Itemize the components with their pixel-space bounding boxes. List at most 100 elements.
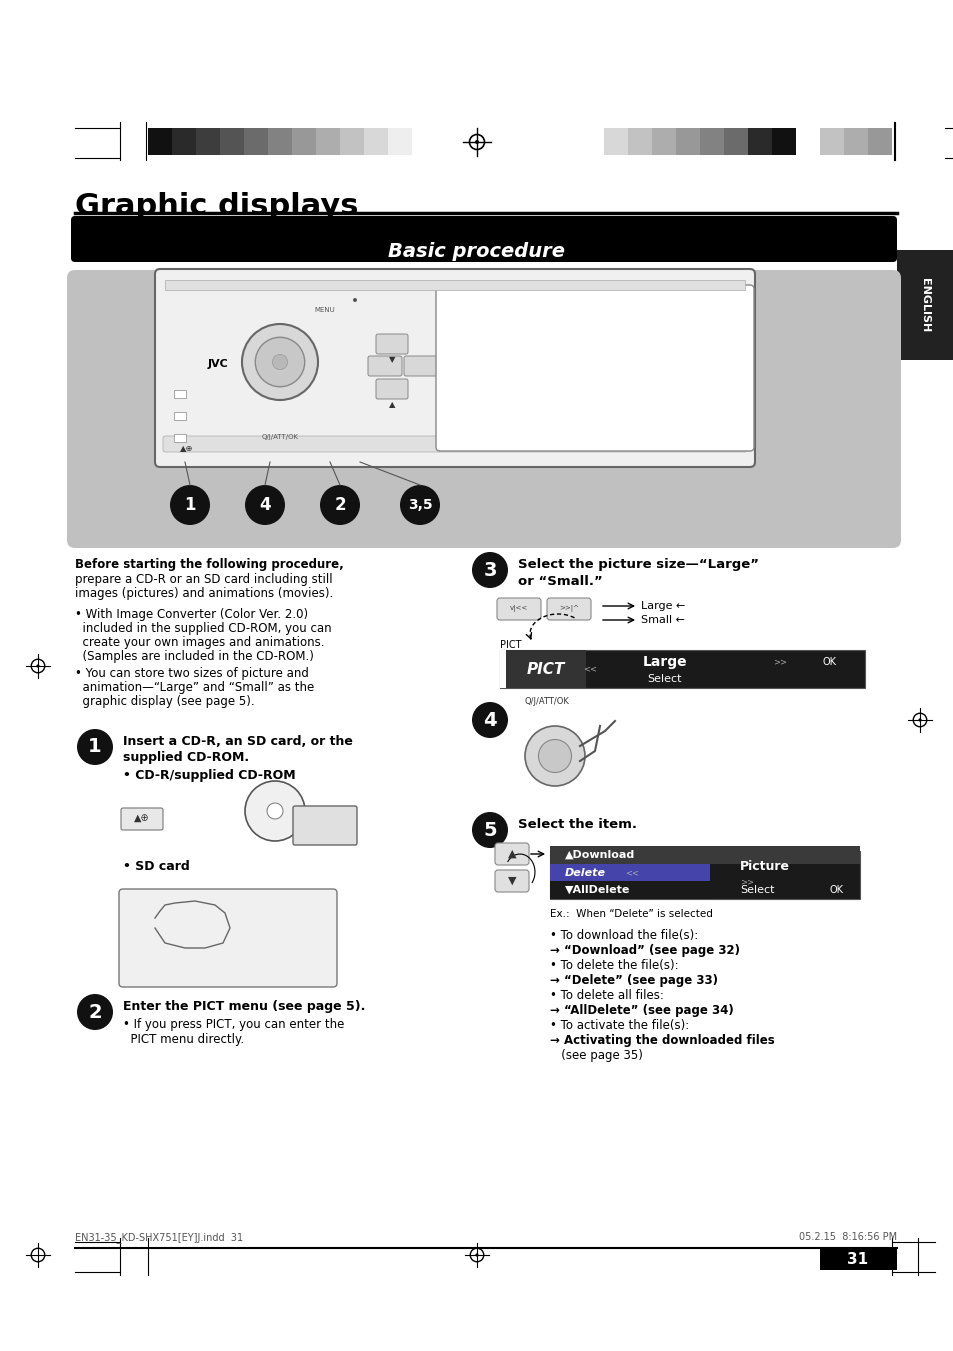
Text: <<: << (582, 665, 597, 674)
FancyBboxPatch shape (154, 269, 754, 467)
FancyBboxPatch shape (495, 843, 529, 865)
Text: EN31-35_KD-SHX751[EY]J.indd  31: EN31-35_KD-SHX751[EY]J.indd 31 (75, 1232, 243, 1243)
Bar (820, 128, 843, 155)
Text: Enter the PICT menu (see page 5).: Enter the PICT menu (see page 5). (123, 1000, 365, 1013)
Bar (173, 434, 186, 442)
FancyBboxPatch shape (375, 380, 408, 399)
Bar (499, 650, 505, 688)
Bar (195, 128, 220, 155)
Text: 31: 31 (846, 1251, 867, 1266)
Text: (see page 35): (see page 35) (550, 1048, 642, 1062)
Text: ▲⊕: ▲⊕ (134, 815, 150, 824)
Bar (220, 128, 244, 155)
Text: ▼: ▼ (507, 875, 516, 886)
Text: Q/J/ATT/OK: Q/J/ATT/OK (524, 697, 569, 707)
Bar (795, 128, 820, 155)
Text: >>: >> (740, 878, 753, 886)
Text: Insert a CD-R, an SD card, or the: Insert a CD-R, an SD card, or the (123, 735, 353, 748)
Text: • To delete the file(s):: • To delete the file(s): (550, 959, 678, 971)
Bar (651, 128, 676, 155)
Text: OK: OK (829, 885, 843, 894)
Text: → “Delete” (see page 33): → “Delete” (see page 33) (550, 974, 718, 988)
Text: ▼AllDelete: ▼AllDelete (564, 885, 630, 894)
FancyBboxPatch shape (67, 270, 900, 549)
FancyBboxPatch shape (375, 334, 408, 354)
Text: JVC: JVC (208, 359, 229, 369)
Bar (723, 128, 747, 155)
FancyBboxPatch shape (71, 216, 896, 262)
Text: images (pictures) and animations (movies).: images (pictures) and animations (movies… (75, 586, 333, 600)
Text: • To activate the file(s):: • To activate the file(s): (550, 1019, 688, 1032)
FancyBboxPatch shape (163, 436, 746, 453)
Text: create your own images and animations.: create your own images and animations. (75, 636, 324, 648)
Text: 4: 4 (482, 711, 497, 730)
Text: Large ←: Large ← (640, 601, 684, 611)
Text: • With Image Converter (Color Ver. 2.0): • With Image Converter (Color Ver. 2.0) (75, 608, 308, 621)
Text: • If you press PICT, you can enter the: • If you press PICT, you can enter the (123, 1019, 344, 1031)
Circle shape (242, 324, 317, 400)
Text: ▼: ▼ (388, 355, 395, 365)
Bar (165, 280, 744, 290)
Text: • To download the file(s):: • To download the file(s): (550, 929, 698, 942)
Bar (676, 128, 700, 155)
Text: → “Download” (see page 32): → “Download” (see page 32) (550, 944, 740, 957)
Text: 1: 1 (184, 496, 195, 513)
Bar (412, 128, 436, 155)
Text: Graphic displays: Graphic displays (75, 192, 358, 222)
Text: • CD-R/supplied CD-ROM: • CD-R/supplied CD-ROM (123, 769, 295, 782)
Text: ▲: ▲ (507, 848, 516, 859)
Bar (173, 390, 186, 399)
Circle shape (267, 802, 283, 819)
Text: • SD card: • SD card (123, 861, 190, 873)
Bar (747, 128, 771, 155)
Bar (244, 128, 268, 155)
Circle shape (245, 781, 305, 842)
Circle shape (537, 739, 571, 773)
Text: <<: << (624, 869, 639, 878)
Circle shape (255, 338, 304, 386)
Circle shape (472, 703, 507, 738)
Text: supplied CD-ROM.: supplied CD-ROM. (123, 751, 249, 765)
Bar (148, 128, 172, 155)
Circle shape (353, 299, 356, 303)
FancyBboxPatch shape (497, 598, 540, 620)
Bar (550, 846, 859, 865)
Text: or “Small.”: or “Small.” (517, 576, 602, 588)
FancyBboxPatch shape (495, 870, 529, 892)
FancyBboxPatch shape (546, 598, 590, 620)
Bar (268, 128, 292, 155)
Text: Picture: Picture (740, 859, 789, 873)
Bar (499, 650, 864, 688)
Text: ▲⊕: ▲⊕ (180, 444, 193, 453)
Bar (550, 851, 859, 898)
Text: PICT: PICT (526, 662, 564, 677)
Text: 2: 2 (88, 1002, 102, 1021)
FancyBboxPatch shape (403, 357, 437, 376)
Text: >>: >> (772, 658, 786, 666)
FancyBboxPatch shape (436, 285, 753, 451)
Bar (627, 128, 651, 155)
Text: Ex.:  When “Delete” is selected: Ex.: When “Delete” is selected (550, 909, 712, 919)
Circle shape (472, 812, 507, 848)
Text: PICT: PICT (499, 640, 521, 650)
Text: ▲Download: ▲Download (564, 850, 635, 861)
Bar (315, 128, 339, 155)
Text: graphic display (see page 5).: graphic display (see page 5). (75, 694, 254, 708)
FancyBboxPatch shape (121, 808, 163, 830)
Bar (364, 128, 388, 155)
Bar (388, 128, 412, 155)
FancyBboxPatch shape (368, 357, 401, 376)
Text: 3,5: 3,5 (407, 499, 432, 512)
Text: prepare a CD-R or an SD card including still: prepare a CD-R or an SD card including s… (75, 573, 333, 586)
Circle shape (524, 725, 584, 786)
Text: included in the supplied CD-ROM, you can: included in the supplied CD-ROM, you can (75, 621, 332, 635)
Text: 3: 3 (483, 561, 497, 580)
Bar (867, 128, 891, 155)
Bar (172, 128, 195, 155)
Text: Large: Large (642, 655, 686, 669)
Text: → Activating the downloaded files: → Activating the downloaded files (550, 1034, 774, 1047)
Text: 4: 4 (259, 496, 271, 513)
Bar (603, 128, 627, 155)
Text: Select: Select (647, 674, 681, 684)
Circle shape (319, 485, 359, 526)
